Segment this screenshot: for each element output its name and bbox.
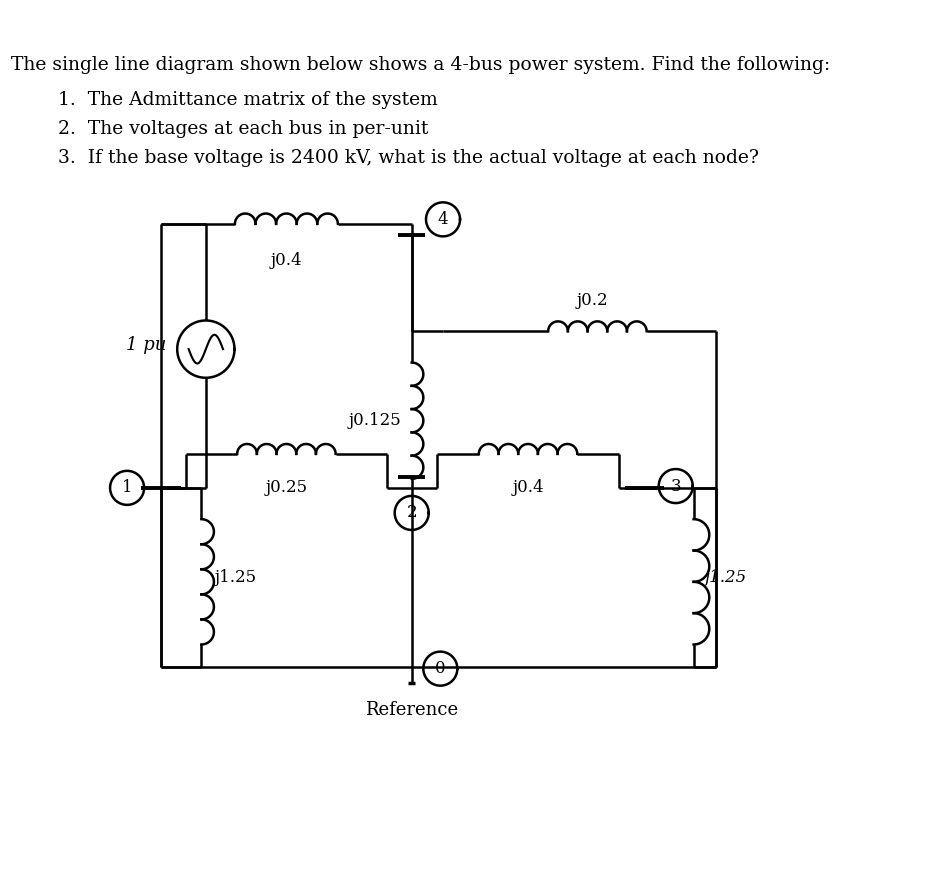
Text: 4: 4	[438, 210, 448, 228]
Text: 0: 0	[435, 660, 446, 678]
Text: 1 pu: 1 pu	[126, 336, 166, 353]
Text: j1.25: j1.25	[704, 569, 747, 586]
Text: Reference: Reference	[365, 701, 458, 719]
Text: 3.  If the base voltage is 2400 kV, what is the actual voltage at each node?: 3. If the base voltage is 2400 kV, what …	[59, 148, 759, 167]
Text: j0.25: j0.25	[265, 479, 308, 496]
Text: 2.  The voltages at each bus in per-unit: 2. The voltages at each bus in per-unit	[59, 120, 429, 138]
Text: 2: 2	[406, 504, 417, 521]
Text: The single line diagram shown below shows a 4-bus power system. Find the followi: The single line diagram shown below show…	[10, 56, 830, 74]
Text: 1: 1	[122, 480, 132, 496]
Text: j0.4: j0.4	[271, 252, 302, 269]
Text: j0.125: j0.125	[348, 412, 401, 429]
Text: 1.  The Admittance matrix of the system: 1. The Admittance matrix of the system	[59, 91, 438, 109]
Text: j1.25: j1.25	[215, 569, 257, 586]
Text: j0.4: j0.4	[513, 479, 544, 496]
Text: j0.2: j0.2	[577, 292, 609, 309]
Text: 3: 3	[670, 478, 681, 495]
